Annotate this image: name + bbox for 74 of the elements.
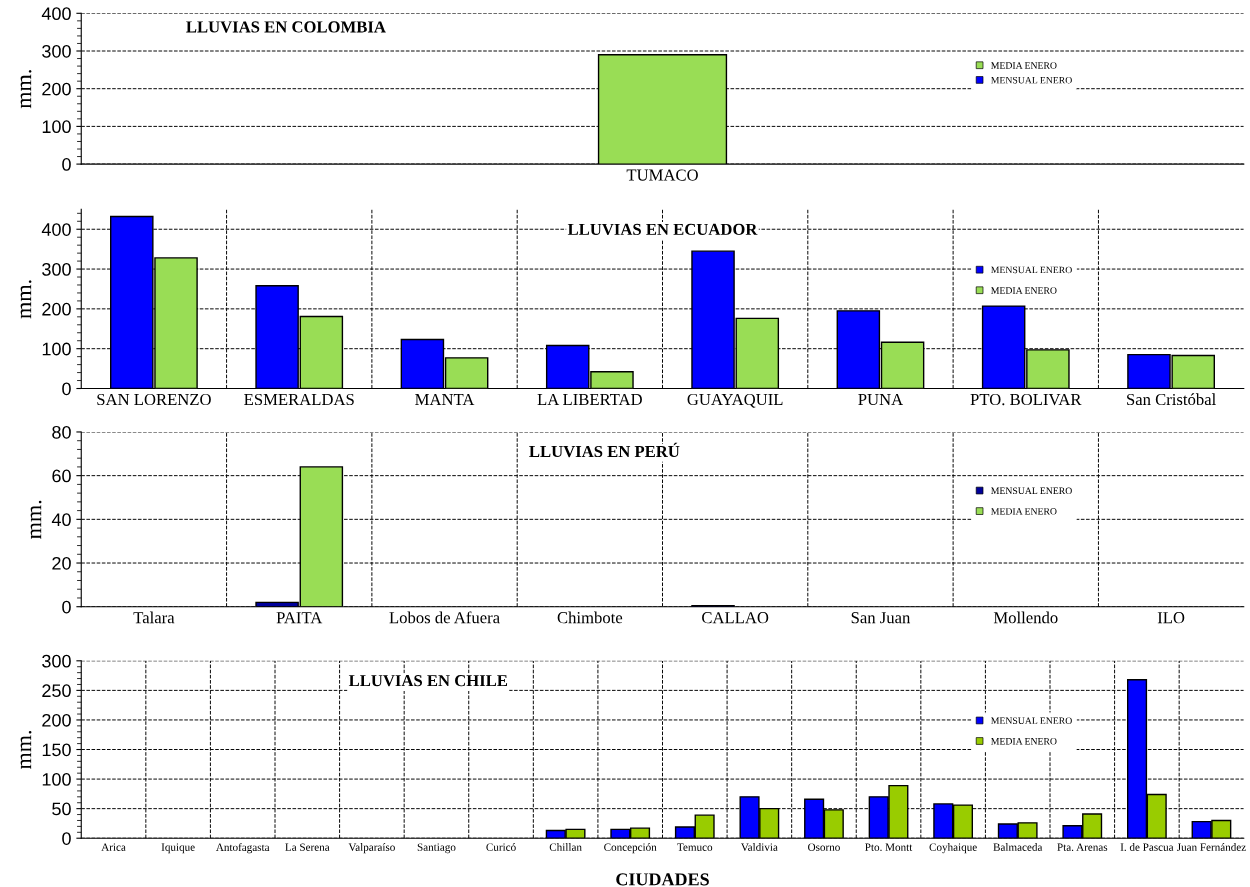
x-tick-label: I. de Pascua — [1120, 843, 1174, 851]
x-tick-label: Concepción — [604, 843, 657, 854]
y-tick-label: 0 — [62, 832, 71, 845]
x-tick-label: Pta. Arenas — [1057, 843, 1108, 851]
x-tick-label: Valparaíso — [348, 843, 395, 854]
x-tick-label: Pto. Montt — [865, 843, 913, 851]
legend-label: MENSUAL ENERO — [991, 717, 1072, 724]
x-tick-label: Coyhaique — [929, 843, 977, 854]
x-tick-label: SAN LORENZO — [97, 393, 211, 406]
y-tick-label: 0 — [62, 382, 71, 396]
x-tick-label: ESMERALDAS — [244, 393, 354, 406]
legend-label: MENSUAL ENERO — [991, 266, 1072, 274]
x-tick-label: LA LIBERTAD — [537, 393, 642, 405]
x-tick-label: La Serena — [285, 843, 330, 851]
y-tick-label: 100 — [42, 773, 71, 786]
x-tick-label: Lobos de Afuera — [389, 611, 500, 624]
y-axis-title: mm. — [20, 280, 32, 319]
y-axis-title: mm. — [20, 70, 32, 109]
y-tick-label: 400 — [41, 7, 71, 21]
text: LLUVIAS EN ECUADOR — [567, 223, 758, 236]
y-tick-label: 300 — [42, 262, 71, 276]
legend-label: MENSUAL ENERO — [991, 76, 1072, 84]
y-tick-label: 250 — [42, 684, 71, 698]
y-tick-label: 300 — [42, 44, 71, 58]
x-tick-label: CALLAO — [702, 612, 769, 624]
y-tick-label: 100 — [42, 120, 71, 134]
x-tick-label: Juan Fernández — [1176, 843, 1246, 851]
y-tick-label: 400 — [41, 223, 71, 236]
x-tick-label: Chillan — [549, 843, 582, 851]
x-tick-label: PUNA — [858, 393, 904, 406]
x-tick-label: Mollendo — [993, 611, 1058, 624]
y-tick-label: 0 — [62, 158, 71, 171]
x-tick-label: Santiago — [417, 843, 456, 854]
x-tick-label: ILO — [1157, 612, 1185, 624]
legend-label: MEDIA ENERO — [991, 737, 1057, 745]
y-tick-label: 200 — [42, 302, 71, 316]
x-tick-label: Osorno — [808, 843, 840, 851]
legend-label: MEDIA ENERO — [991, 287, 1057, 294]
legend-label: MEDIA ENERO — [991, 508, 1057, 515]
x-axis-title: CIUDADES — [616, 873, 709, 886]
x-tick-label: PTO. BOLIVAR — [970, 393, 1082, 406]
y-tick-label: 80 — [52, 425, 71, 439]
y-tick-label: 200 — [42, 713, 71, 727]
y-tick-label: 0 — [62, 600, 71, 614]
x-tick-label: Arica — [101, 843, 126, 851]
legend-label: MEDIA ENERO — [991, 62, 1057, 69]
y-tick-label: 100 — [42, 342, 71, 356]
x-tick-label: Temuco — [677, 843, 713, 851]
x-tick-label: TUMACO — [626, 169, 698, 181]
text: LLUVIAS EN CHILE — [348, 675, 508, 687]
text: LLUVIAS EN PERÚ — [529, 442, 680, 458]
x-tick-label: Valdivia — [740, 843, 778, 851]
x-tick-label: San Juan — [851, 612, 911, 624]
y-tick-label: 150 — [42, 743, 71, 757]
x-tick-label: Talara — [133, 611, 175, 624]
x-tick-label: Iquique — [161, 843, 195, 854]
y-tick-label: 60 — [52, 469, 71, 483]
x-tick-label: Curicó — [486, 843, 516, 851]
x-tick-label: PAITA — [276, 612, 323, 624]
x-tick-label: San Cristóbal — [1127, 393, 1216, 406]
y-tick-label: 300 — [42, 654, 71, 668]
y-tick-label: 200 — [42, 82, 71, 96]
y-axis-title: mm. — [20, 730, 32, 770]
legend-label: MENSUAL ENERO — [991, 487, 1072, 495]
y-tick-label: 20 — [52, 556, 71, 570]
x-tick-label: Chimbote — [557, 611, 623, 624]
chart-title: LLUVIAS EN COLOMBIA — [186, 21, 386, 33]
y-tick-label: 40 — [51, 513, 71, 527]
y-axis-title: mm. — [30, 500, 42, 539]
y-tick-label: 50 — [52, 802, 71, 816]
x-tick-label: MANTA — [415, 393, 475, 405]
x-tick-label: Balmaceda — [993, 843, 1043, 851]
x-tick-label: Antofagasta — [215, 843, 270, 854]
x-tick-label: GUAYAQUIL — [687, 393, 783, 408]
